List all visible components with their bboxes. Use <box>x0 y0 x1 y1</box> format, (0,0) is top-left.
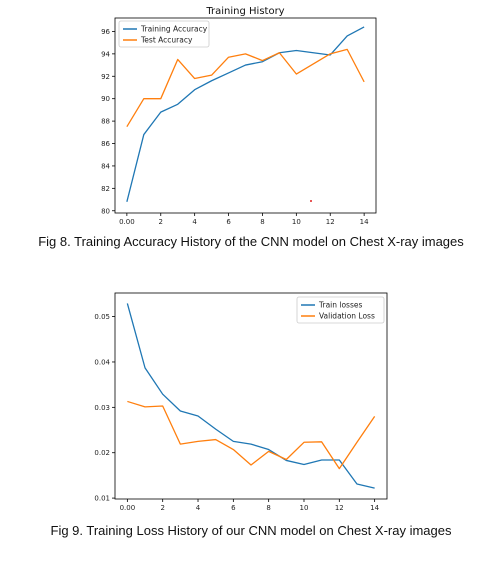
x-tick-label: 2 <box>160 504 164 512</box>
x-tick-label: 10 <box>292 218 301 226</box>
x-tick-label: 14 <box>360 218 369 226</box>
series-line-train-losses <box>126 303 375 489</box>
x-tick-label: 10 <box>300 504 309 512</box>
accuracy-chart: Training History 0.00 2 4 6 8 10 12 14 80 82 84 86 88… <box>101 6 377 226</box>
series-line-validation-loss <box>127 400 376 470</box>
y-tick-label: 82 <box>101 185 110 193</box>
legend-box <box>296 296 385 324</box>
y-tick-label: 0.01 <box>94 495 110 503</box>
y-tick-label: 80 <box>101 207 110 215</box>
plot-frame <box>114 17 377 214</box>
x-tick-label: 12 <box>335 504 344 512</box>
y-tick-label: 90 <box>101 95 110 103</box>
legend-entry: Validation Loss <box>319 312 375 321</box>
x-tick-label: 4 <box>192 218 197 226</box>
x-tick-label: 0.00 <box>119 218 135 226</box>
red-dot-marker <box>310 200 312 202</box>
plot-frame <box>114 292 388 500</box>
x-tick-label: 6 <box>226 218 231 226</box>
x-tick-label: 12 <box>326 218 335 226</box>
y-tick-label: 84 <box>101 162 110 170</box>
figure-9-caption: Fig 9. Training Loss History of our CNN … <box>50 523 452 538</box>
y-tick-label: 0.03 <box>94 404 110 412</box>
series-line-training-accuracy <box>126 26 365 202</box>
y-tick-label: 0.04 <box>94 358 110 366</box>
x-tick-label: 8 <box>266 504 270 512</box>
chart-title: Training History <box>205 6 284 17</box>
x-tick-label: 0.00 <box>120 504 136 512</box>
y-tick-label: 96 <box>101 28 110 36</box>
x-tick-label: 8 <box>260 218 264 226</box>
x-tick-label: 2 <box>159 218 163 226</box>
x-tick-label: 4 <box>196 504 201 512</box>
legend-entry: Test Accuracy <box>140 36 193 45</box>
y-tick-label: 0.02 <box>94 449 110 457</box>
x-tick-label: 14 <box>370 504 379 512</box>
y-tick-label: 88 <box>101 118 110 126</box>
legend-box <box>118 20 210 48</box>
loss-chart: 0.00 2 4 6 8 10 12 14 0.01 0.02 0.03 0.04 0.05 Train … <box>94 292 388 512</box>
series-line-test-accuracy <box>126 48 365 128</box>
y-tick-label: 0.05 <box>94 313 110 321</box>
y-tick-label: 94 <box>101 50 110 58</box>
legend-entry: Train losses <box>318 301 362 310</box>
y-tick-label: 92 <box>101 73 110 81</box>
legend-entry: Training Accuracy <box>140 25 208 34</box>
figure-8-caption: Fig 8. Training Accuracy History of the … <box>38 234 464 249</box>
x-tick-label: 6 <box>231 504 236 512</box>
y-tick-label: 86 <box>101 140 110 148</box>
